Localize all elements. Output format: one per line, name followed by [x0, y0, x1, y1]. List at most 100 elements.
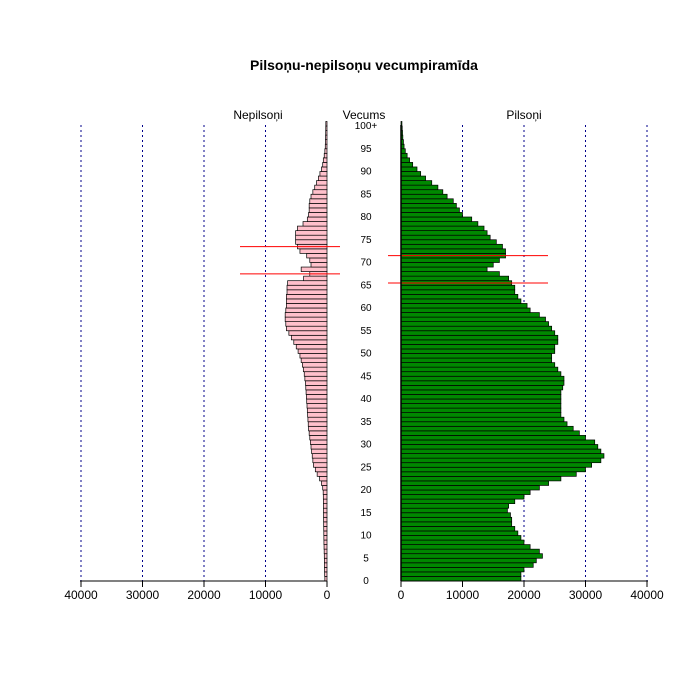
bar-pilsoni: [400, 535, 522, 541]
bar-pilsoni: [400, 416, 565, 423]
bar-pilsoni: [400, 175, 426, 181]
bar-nepilsoni: [322, 485, 328, 491]
bar-pilsoni: [400, 207, 460, 213]
bar-nepilsoni: [307, 412, 328, 418]
age-tick-label: 90: [360, 167, 372, 178]
bar-pilsoni: [400, 316, 546, 323]
bar-nepilsoni: [310, 193, 328, 200]
bar-nepilsoni: [319, 171, 328, 177]
bar-nepilsoni: [325, 125, 328, 131]
bar-nepilsoni: [302, 362, 328, 368]
age-tick-label: 100+: [355, 121, 378, 132]
x-tick-label-right: 20000: [507, 588, 541, 602]
bar-pilsoni: [400, 262, 494, 268]
bar-nepilsoni: [325, 130, 328, 136]
bar-nepilsoni: [287, 280, 328, 286]
bar-pilsoni: [400, 403, 562, 409]
bar-nepilsoni: [324, 557, 328, 564]
bar-nepilsoni: [313, 462, 328, 468]
bar-nepilsoni: [323, 512, 328, 518]
bar-nepilsoni: [323, 535, 328, 541]
left-series-label: Nepilsoņi: [233, 108, 282, 122]
left-bars: [284, 121, 328, 582]
bar-nepilsoni: [286, 298, 328, 304]
bar-nepilsoni: [285, 307, 328, 313]
bar-nepilsoni: [288, 330, 328, 336]
bar-pilsoni: [400, 385, 564, 391]
age-tick-label: 75: [360, 235, 372, 246]
bar-nepilsoni: [310, 262, 328, 268]
bar-pilsoni: [400, 421, 568, 427]
bar-pilsoni: [400, 516, 513, 523]
bar-pilsoni: [400, 521, 513, 527]
age-tick-label: 10: [360, 531, 372, 542]
bar-nepilsoni: [321, 166, 328, 172]
bar-pilsoni: [400, 462, 592, 468]
bar-nepilsoni: [322, 157, 328, 163]
age-tick-label: 15: [360, 508, 372, 519]
bar-pilsoni: [400, 512, 511, 518]
bar-nepilsoni: [286, 303, 328, 309]
bar-nepilsoni: [323, 548, 328, 555]
bar-nepilsoni: [312, 457, 328, 464]
bar-pilsoni: [400, 526, 516, 532]
bar-nepilsoni: [309, 257, 328, 263]
bar-nepilsoni: [316, 471, 328, 477]
x-tick-label-left: 20000: [187, 588, 221, 602]
bar-pilsoni: [400, 321, 549, 327]
bar-pilsoni: [400, 193, 448, 200]
bar-nepilsoni: [302, 221, 328, 227]
bar-nepilsoni: [286, 284, 328, 291]
bar-pilsoni: [400, 430, 580, 436]
bar-pilsoni: [400, 498, 516, 505]
bar-nepilsoni: [285, 321, 328, 327]
bar-nepilsoni: [305, 389, 328, 395]
bar-pilsoni: [400, 230, 488, 236]
bar-pilsoni: [400, 466, 586, 473]
bar-pilsoni: [400, 325, 553, 332]
bar-pilsoni: [400, 157, 410, 163]
bar-pilsoni: [400, 389, 562, 395]
bar-pilsoni: [400, 162, 414, 168]
bar-pilsoni: [400, 357, 553, 363]
bar-pilsoni: [400, 239, 497, 245]
bar-pilsoni: [400, 448, 602, 454]
bar-pilsoni: [400, 298, 522, 304]
x-tick-label-right: 10000: [446, 588, 480, 602]
age-tick-label: 50: [360, 349, 372, 360]
bar-nepilsoni: [308, 212, 328, 218]
bar-pilsoni: [400, 216, 473, 222]
reference-lines: [240, 246, 548, 284]
age-tick-label: 60: [360, 303, 372, 314]
bar-nepilsoni: [314, 466, 328, 473]
bar-pilsoni: [400, 444, 599, 450]
bar-nepilsoni: [321, 480, 328, 486]
bar-nepilsoni: [323, 507, 328, 514]
bar-pilsoni: [400, 494, 525, 500]
bar-pilsoni: [400, 507, 508, 514]
age-tick-label: 80: [360, 212, 372, 223]
bar-nepilsoni: [323, 516, 328, 523]
bar-pilsoni: [400, 362, 556, 368]
bar-nepilsoni: [295, 234, 328, 241]
bar-pilsoni: [400, 562, 534, 568]
bar-pilsoni: [400, 480, 549, 486]
x-tick-label-right: 30000: [569, 588, 603, 602]
bar-pilsoni: [400, 225, 485, 232]
right-bars: [400, 121, 605, 582]
bar-nepilsoni: [306, 407, 328, 414]
bar-pilsoni: [400, 271, 500, 277]
bar-pilsoni: [400, 189, 444, 195]
bar-nepilsoni: [302, 366, 328, 373]
bar-nepilsoni: [284, 316, 328, 323]
bar-pilsoni: [400, 353, 553, 359]
bar-nepilsoni: [299, 248, 328, 254]
bar-pilsoni: [400, 457, 602, 464]
bar-pilsoni: [400, 476, 562, 482]
x-tick-label-left: 10000: [249, 588, 283, 602]
bar-pilsoni: [400, 371, 562, 377]
bar-pilsoni: [400, 544, 531, 550]
age-tick-labels: 0 5 10 15 20 25 30 35 40 45 50 55 60 65 70 75 80 85 90 95 10…: [355, 121, 378, 587]
bar-pilsoni: [400, 375, 565, 382]
